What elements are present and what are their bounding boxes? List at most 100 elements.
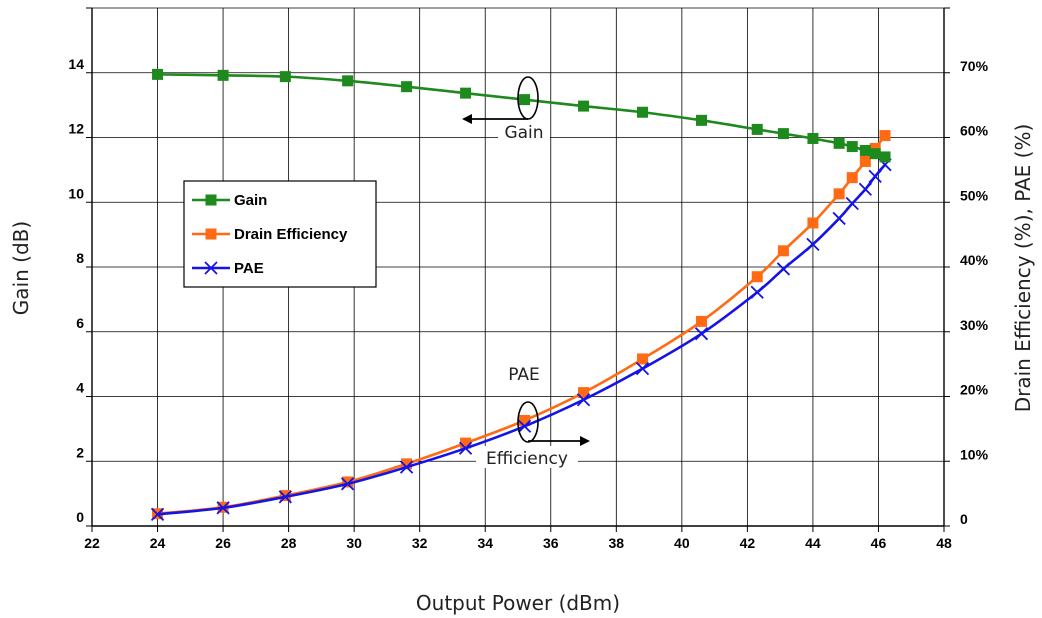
data-point-gain [578,100,590,112]
data-point-pae [868,169,882,183]
x-tick-label: 32 [412,535,428,551]
data-point-pae [806,237,820,251]
x-tick-label: 28 [281,535,297,551]
data-point-pae [776,262,791,276]
data-point-drain-efficiency [578,387,590,399]
data-point-drain-efficiency [879,130,891,142]
y-tick-label: 0 [76,509,84,525]
y-axis-title: Gain (dB) [9,221,33,315]
data-point-gain [777,128,789,140]
x-tick-label: 26 [215,535,231,551]
efficiency-callout-bg [476,446,578,468]
data-point-drain-efficiency [859,155,871,167]
y2-axis-ticks: 0 10% 20% 30% 40% 50% 60% 70% [960,58,989,527]
x-tick-label: 30 [346,535,362,551]
data-point-drain-efficiency [777,245,789,257]
series-pae [150,158,892,521]
gain-callout-label: Gain [504,123,543,143]
data-point-gain [401,81,413,93]
data-point-gain [152,68,164,80]
data-point-pae [576,393,591,407]
data-point-pae [399,460,414,474]
data-point-gain [460,87,472,99]
data-point-pae [150,507,165,521]
legend-marker-pae [204,261,218,275]
data-point-pae [750,285,764,299]
data-point-gain [751,123,763,135]
data-point-pae [458,441,473,455]
legend-label-drain-efficiency: Drain Efficiency [234,226,348,243]
x-axis-ticks: 22 24 26 28 30 32 34 36 38 40 42 44 46 48 [84,535,952,551]
series-line-gain [157,73,886,159]
data-point-pae [517,419,532,433]
data-point-pae [694,327,709,341]
y-tick-label: 14 [68,56,84,72]
x-tick-label: 36 [543,535,559,551]
data-point-drain-efficiency [342,476,354,488]
data-point-gain [519,94,531,106]
y-tick-label: 8 [76,250,84,266]
legend-label-pae: PAE [234,260,264,277]
arrow-head [580,436,590,446]
data-point-gain [342,75,354,87]
y2-tick-label: 20% [960,382,989,398]
data-point-gain [637,106,649,118]
x-tick-label: 46 [871,535,887,551]
x-tick-label: 34 [477,535,493,551]
data-point-gain [846,141,858,153]
data-point-drain-efficiency [519,414,531,426]
legend-marker-drain-efficiency [205,228,217,240]
data-point-gain [859,144,871,156]
data-point-drain-efficiency [751,271,763,283]
y2-tick-label: 30% [960,317,989,333]
x-tick-label: 22 [84,535,100,551]
x-tick-label: 40 [674,535,690,551]
series-layer [150,68,892,521]
series-gain [152,68,891,163]
data-point-pae [635,362,650,376]
efficiency-callout-label: Efficiency [486,449,568,469]
data-point-drain-efficiency [401,458,413,470]
y2-tick-label: 50% [960,187,989,203]
data-point-pae [845,196,859,211]
pae-callout-bg [500,362,548,384]
legend: Gain Drain Efficiency PAE [183,180,377,288]
data-point-drain-efficiency [833,188,845,200]
data-point-gain [869,148,881,160]
data-point-pae [832,211,846,226]
x-tick-label: 38 [609,535,625,551]
y2-tick-label: 70% [960,58,989,74]
y-axis-ticks: 0 2 4 6 8 10 12 14 [68,56,84,525]
annotations: Gain PAE Efficiency [462,76,590,469]
y-tick-label: 10 [68,185,84,201]
y2-tick-label: 10% [960,446,989,462]
y-tick-label: 4 [76,380,84,396]
x-tick-label: 42 [740,535,756,551]
x-tick-label: 24 [150,535,166,551]
y-tick-label: 12 [68,121,84,137]
data-point-drain-efficiency [696,315,708,327]
y2-tick-label: 0 [960,511,968,527]
grid [86,7,950,532]
data-point-pae [340,477,355,491]
data-point-gain [879,151,891,163]
y-tick-label: 2 [76,444,84,460]
gain-callout-bg [498,121,550,141]
data-point-drain-efficiency [460,437,472,449]
data-point-gain [833,137,845,149]
y2-tick-label: 60% [960,123,989,139]
data-point-drain-efficiency [637,353,649,365]
y-tick-label: 6 [76,315,84,331]
data-point-drain-efficiency [846,172,858,184]
data-point-gain [279,71,291,83]
data-point-drain-efficiency [807,217,819,229]
data-point-gain [696,114,708,126]
data-point-pae [216,501,230,515]
data-point-pae [278,490,292,504]
legend-marker-gain [205,194,217,206]
x-axis-title: Output Power (dBm) [416,591,620,615]
y2-axis-title: Drain Efficiency (%), PAE (%) [1011,124,1035,413]
data-point-gain [807,132,819,144]
x-tick-label: 44 [805,535,821,551]
